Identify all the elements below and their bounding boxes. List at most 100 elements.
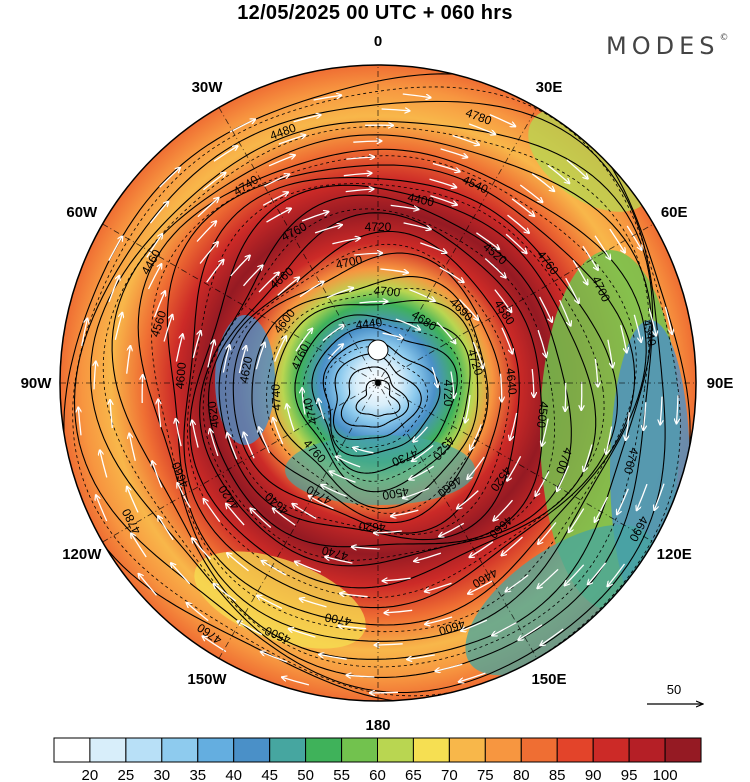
wind-arrow	[435, 663, 463, 671]
wind-speed-field: 4720476047004660462045804740476047004660…	[60, 65, 696, 701]
wind-arrow	[440, 148, 468, 157]
longitude-label: 30W	[192, 79, 224, 96]
wind-arrow	[259, 427, 271, 454]
wind-arrow	[171, 563, 191, 585]
wind-arrow	[518, 624, 543, 640]
colorbar-tick-label: 75	[477, 767, 494, 782]
wind-arrow	[493, 499, 513, 520]
wind-arrow	[289, 629, 316, 638]
height-contour	[207, 212, 543, 548]
colorbar-swatch	[197, 737, 235, 763]
colorbar-swatch	[484, 737, 522, 763]
colorbar-tick-label: 55	[333, 767, 350, 782]
wind-arrow	[319, 654, 347, 660]
wind-arrow	[313, 95, 342, 101]
dashed-contours	[72, 86, 681, 697]
colorbar-swatch	[664, 737, 702, 763]
wind-arrow	[507, 456, 522, 480]
wind-arrow	[277, 277, 299, 296]
wind-arrow	[322, 325, 344, 342]
contour-label: 4760	[621, 446, 642, 476]
wind-arrow	[380, 268, 408, 273]
wind-arrow	[287, 404, 295, 432]
colorbar-tick-label: 100	[653, 767, 678, 782]
wind-arrow	[147, 264, 162, 290]
contour-label-group: 4620	[205, 400, 222, 429]
wind-arrow	[425, 582, 452, 591]
wind-arrow	[468, 123, 495, 134]
wind-arrow	[507, 214, 530, 233]
wind-arrow	[196, 221, 216, 242]
contour-label-group: 4640	[503, 367, 519, 395]
wind-arrow	[409, 465, 435, 479]
colorbar-swatch	[448, 737, 486, 763]
dashed-contour	[225, 243, 511, 535]
wind-arrow	[295, 562, 322, 573]
wind-arrow	[436, 321, 455, 343]
wind-arrow	[149, 202, 168, 224]
contour-label-group: 4740	[300, 396, 321, 426]
wind-arrow	[425, 616, 453, 624]
height-contour	[199, 194, 572, 567]
contour-label-group: 4620	[237, 355, 255, 384]
longitude-label: 90W	[21, 375, 53, 392]
wind-arrow	[352, 547, 380, 549]
wind-arrow	[354, 253, 382, 255]
contour-label: 4620	[237, 355, 255, 384]
wind-arrow	[213, 146, 238, 162]
wind-arrow	[511, 198, 534, 216]
colorbar-swatch	[53, 737, 91, 763]
contour-label: 4340	[640, 318, 660, 347]
colorbar-swatch	[305, 737, 343, 763]
wind-scale: 50	[647, 682, 703, 704]
contour-label: 4600	[173, 361, 189, 389]
colorbar-tick-label: 40	[225, 767, 242, 782]
wind-arrow	[146, 234, 162, 258]
wind-arrow	[110, 400, 112, 429]
wind-arrow	[633, 314, 641, 342]
contour-label: 4400	[406, 190, 435, 210]
height-contour	[183, 177, 618, 609]
wind-arrow	[299, 282, 324, 298]
wind-arrow	[439, 522, 465, 536]
wind-arrow	[343, 173, 372, 176]
contour-label: 4620	[358, 519, 386, 534]
height-contour	[111, 134, 652, 660]
height-contour	[137, 148, 647, 642]
colorbar-swatch	[628, 737, 666, 763]
wind-arrow	[96, 495, 108, 522]
wind-arrow	[257, 596, 283, 610]
wind-arrow	[381, 109, 410, 111]
wind-arrow	[382, 332, 403, 338]
wind-arrow	[142, 375, 143, 404]
colorbar-tick-label: 30	[153, 767, 170, 782]
contour-label: 4740	[320, 543, 350, 564]
wind-arrow	[606, 426, 613, 454]
longitude-label: 30E	[536, 79, 563, 96]
wind-arrow	[353, 448, 374, 454]
wind-arrow	[537, 329, 546, 357]
colorbar-swatch	[125, 737, 163, 763]
longitude-label: 60W	[66, 204, 98, 221]
wind-arrow	[158, 516, 174, 541]
wind-arrow	[510, 412, 518, 440]
wind-arrow	[654, 483, 665, 510]
contour-label-group: 4720	[365, 220, 392, 234]
colorbar-tick-label: 70	[441, 767, 458, 782]
wind-arrow	[457, 490, 479, 509]
wind-arrow	[346, 157, 374, 159]
wind-scale-value: 50	[667, 682, 681, 697]
wind-arrow	[210, 429, 219, 457]
contour-label-group: 4700	[373, 283, 401, 299]
wind-arrow	[566, 159, 588, 179]
wind-arrow	[403, 222, 431, 229]
wind-arrow	[452, 134, 479, 145]
wind-arrow	[458, 299, 478, 321]
wind-arrow	[565, 564, 585, 586]
wind-arrow	[332, 238, 359, 245]
wind-vectors	[78, 94, 678, 693]
wind-arrow	[340, 593, 368, 598]
wind-arrow	[301, 212, 328, 222]
contour-label-group: 4700	[323, 610, 352, 628]
wind-arrow	[538, 522, 557, 545]
